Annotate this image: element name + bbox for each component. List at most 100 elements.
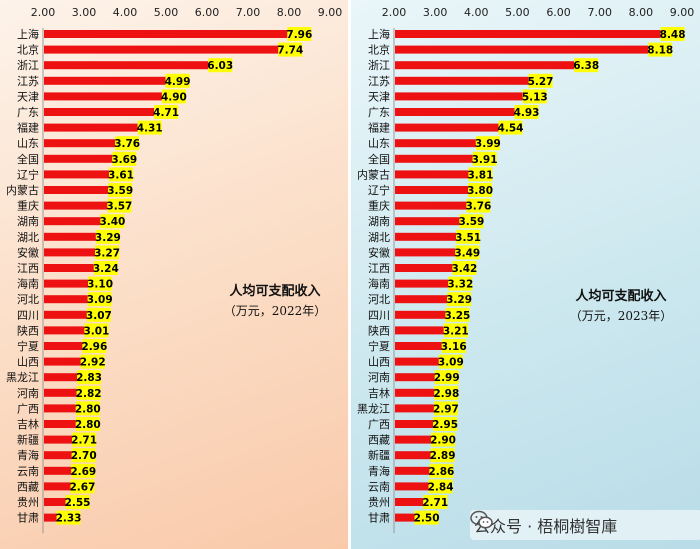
category-label-2022-6: 福建: [17, 121, 39, 135]
bar-2023-0: [395, 30, 661, 38]
bar-2022-15: [44, 264, 94, 272]
category-label-2022-25: 吉林: [17, 417, 39, 431]
category-label-2023-29: 云南: [368, 480, 390, 493]
value-label-2023-0: 8.48: [660, 29, 686, 41]
bar-2023-14: [395, 248, 456, 257]
value-label-2022-22: 2.83: [76, 372, 102, 384]
bar-2023-18: [395, 310, 446, 319]
x-tick-label-2022-5: 7.00: [236, 6, 261, 19]
value-label-2022-28: 2.69: [70, 466, 96, 478]
category-label-2022-18: 四川: [17, 309, 39, 322]
value-label-bg-2023-12: [459, 214, 484, 229]
bar-2022-8: [44, 154, 113, 163]
wechat-icon: [470, 510, 493, 529]
value-label-bg-2022-6: [137, 120, 162, 135]
x-tick-label-2022-2: 4.00: [113, 6, 138, 19]
value-label-2023-9: 3.81: [468, 169, 494, 181]
chart-caption-2023: 人均可支配收入 （万元，2023年）: [551, 287, 691, 325]
value-label-2023-19: 3.21: [443, 325, 469, 337]
category-label-2022-28: 云南: [17, 465, 39, 478]
chart-subtitle-2022: （万元，2022年）: [223, 304, 327, 318]
category-label-2023-12: 湖南: [368, 215, 390, 228]
bar-2023-12: [395, 217, 460, 226]
category-label-2023-28: 青海: [368, 464, 390, 478]
bar-2022-6: [44, 123, 138, 132]
value-label-2022-3: 4.99: [165, 76, 191, 88]
value-label-2023-15: 3.42: [451, 263, 477, 275]
value-label-2023-2: 6.38: [573, 60, 599, 72]
value-label-bg-2022-20: [82, 339, 107, 353]
value-label-2023-16: 3.32: [447, 279, 473, 291]
value-label-2022-6: 4.31: [137, 123, 163, 135]
value-label-2022-14: 3.27: [94, 247, 120, 259]
value-label-bg-2023-8: [472, 151, 497, 166]
value-label-bg-2023-14: [455, 245, 480, 260]
value-label-2023-21: 3.09: [438, 357, 464, 369]
value-label-bg-2022-31: [56, 510, 81, 525]
bar-2022-16: [44, 279, 89, 288]
value-label-bg-2022-0: [287, 27, 312, 41]
bar-2023-8: [395, 154, 473, 163]
value-label-2023-22: 2.99: [434, 372, 460, 384]
value-label-bg-2022-10: [108, 183, 133, 197]
value-label-bg-2023-5: [514, 105, 539, 119]
value-label-2022-19: 3.01: [83, 325, 109, 337]
value-label-2023-11: 3.76: [465, 201, 491, 213]
value-label-2022-24: 2.80: [75, 403, 101, 415]
value-label-bg-2022-30: [65, 495, 90, 509]
category-label-2022-30: 贵州: [17, 496, 39, 509]
value-label-2023-30: 2.71: [422, 497, 448, 509]
value-label-bg-2022-2: [208, 58, 233, 73]
bar-2022-30: [44, 498, 66, 506]
x-tick-label-2022-0: 2.00: [31, 6, 56, 19]
category-label-2022-21: 山西: [17, 356, 39, 369]
bar-2022-14: [44, 248, 96, 257]
value-label-bg-2022-1: [278, 42, 303, 57]
value-label-2023-1: 8.18: [647, 45, 673, 57]
bar-2023-19: [395, 326, 444, 335]
value-label-2022-31: 2.33: [56, 513, 82, 525]
value-label-bg-2022-24: [75, 401, 100, 416]
category-label-2022-13: 湖北: [17, 231, 39, 244]
category-label-2022-22: 黑龙江: [6, 371, 39, 384]
value-label-2022-0: 7.96: [286, 29, 312, 41]
chart-caption-2022: 人均可支配收入 （万元，2022年）: [205, 282, 345, 320]
value-label-bg-2022-22: [77, 370, 102, 385]
value-label-2023-28: 2.86: [428, 466, 454, 478]
category-label-2022-26: 新疆: [17, 433, 39, 447]
x-tick-label-2023-7: 9.00: [670, 6, 695, 19]
category-label-2023-7: 山东: [368, 137, 390, 150]
value-label-2023-10: 3.80: [467, 185, 493, 197]
watermark-text: 公众号 · 梧桐樹智庫: [474, 517, 618, 536]
category-label-2023-8: 全国: [368, 152, 390, 166]
bar-2022-5: [44, 108, 155, 116]
value-label-2023-8: 3.91: [472, 154, 498, 166]
value-label-2022-21: 2.92: [80, 357, 106, 369]
chart-subtitle-2023: （万元，2023年）: [569, 309, 673, 323]
value-label-bg-2023-25: [433, 417, 458, 431]
bar-2023-26: [395, 435, 432, 444]
category-label-2023-17: 河北: [368, 293, 390, 306]
value-label-bg-2022-16: [88, 276, 113, 291]
x-tick-label-2023-1: 3.00: [423, 6, 448, 19]
value-label-bg-2023-24: [433, 401, 458, 416]
value-label-bg-2022-5: [154, 105, 179, 119]
category-label-2022-2: 浙江: [17, 59, 39, 72]
value-label-2022-17: 3.09: [87, 294, 113, 306]
bar-2022-25: [44, 420, 76, 428]
bar-2022-22: [44, 373, 78, 382]
value-label-2023-4: 5.13: [522, 91, 548, 103]
value-label-2023-26: 2.90: [430, 435, 456, 447]
bar-2023-1: [395, 45, 649, 54]
bar-2023-15: [395, 264, 453, 272]
category-label-2023-31: 甘肃: [368, 512, 390, 525]
value-label-bg-2023-7: [475, 136, 500, 151]
category-label-2022-0: 上海: [17, 27, 39, 41]
bar-2022-2: [44, 61, 209, 70]
value-label-bg-2022-4: [161, 89, 186, 104]
category-label-2022-29: 西藏: [17, 480, 39, 493]
category-label-2023-27: 新疆: [368, 448, 390, 462]
bar-2023-13: [395, 232, 457, 241]
category-label-2023-9: 内蒙古: [357, 167, 390, 181]
value-label-2023-23: 2.98: [433, 388, 459, 400]
